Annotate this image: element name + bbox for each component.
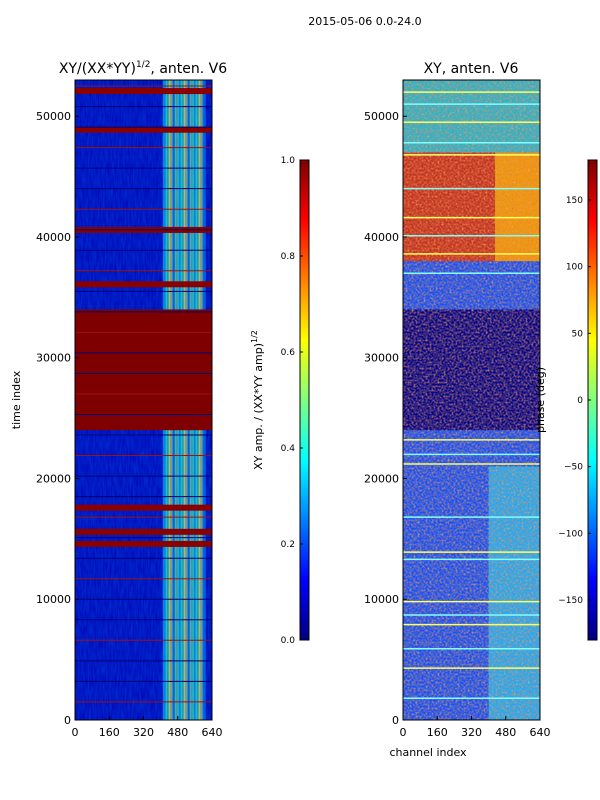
amplitude-colorbar: 0.0 0.2 0.4 0.6 0.8 1.0 XY amp. / (XX*YY amp)…: [250, 156, 310, 646]
phase-ytick-label: 10000: [364, 593, 399, 606]
phase-heatmap: [402, 79, 541, 721]
amplitude-colorbar-label-prefix: XY amp. / (XX*YY amp): [252, 343, 265, 470]
phase-colorbar-tick-label: 150: [566, 196, 583, 206]
phase-xlabel: channel index: [389, 746, 467, 759]
phase-xtick-label: 320: [461, 726, 482, 739]
amplitude-x-axis: 0 160 320 480 640: [72, 716, 223, 739]
amplitude-heatmap: [74, 79, 213, 721]
amplitude-colorbar-tick-label: 0.0: [281, 636, 296, 646]
phase-colorbar-tick-label: −100: [558, 529, 583, 539]
amplitude-xtick-label: 640: [202, 726, 223, 739]
amplitude-xtick-label: 480: [167, 726, 188, 739]
phase-colorbar-tick-label: −50: [564, 463, 583, 473]
amplitude-ytick-label: 10000: [36, 593, 71, 606]
amplitude-saturated-band: [75, 528, 212, 535]
amplitude-saturated-band: [75, 281, 212, 288]
amplitude-ytick-label: 30000: [36, 352, 71, 365]
amplitude-ytick-label: 50000: [36, 110, 71, 123]
phase-noise-texture: [403, 80, 540, 720]
phase-xtick-label: 640: [530, 726, 551, 739]
phase-time-lines: [403, 91, 540, 700]
phase-colorbar-tick-label: 50: [572, 329, 584, 339]
amplitude-panel-title: XY/(XX*YY)1/2, anten. V6: [59, 60, 227, 77]
amplitude-colorbar-label: XY amp. / (XX*YY amp)1/2: [250, 330, 265, 470]
phase-ytick-label: 40000: [364, 231, 399, 244]
amplitude-title-suffix: , anten. V6: [150, 61, 227, 77]
phase-colorbar-tick-label: 0: [577, 396, 583, 406]
phase-ytick-label: 50000: [364, 110, 399, 123]
amplitude-colorbar-tick-label: 0.8: [281, 252, 296, 262]
phase-panel: XY, anten. V6 0 160 320 480 640 0 10000 20000 3…: [364, 61, 598, 759]
phase-xtick-label: 160: [427, 726, 448, 739]
amplitude-title-exponent: 1/2: [136, 60, 150, 70]
amplitude-colorbar-tick-label: 0.6: [281, 348, 296, 358]
phase-x-axis: 0 160 320 480 640: [400, 716, 551, 739]
amplitude-saturated-band: [75, 504, 212, 511]
amplitude-ytick-label: 0: [64, 714, 71, 727]
amplitude-colorbar-tick-label: 0.4: [281, 444, 296, 454]
amplitude-saturated-band: [75, 540, 212, 547]
amplitude-xtick-label: 320: [133, 726, 154, 739]
amplitude-colorbar-ticks: 0.0 0.2 0.4 0.6 0.8 1.0: [281, 156, 303, 646]
phase-colorbar-label: phase (deg): [534, 367, 547, 433]
amplitude-ylabel: time index: [10, 370, 23, 429]
amplitude-title-prefix: XY/(XX*YY): [59, 61, 136, 77]
amplitude-xtick-label: 0: [72, 726, 79, 739]
amplitude-saturated-band: [75, 126, 212, 133]
phase-ytick-label: 20000: [364, 472, 399, 485]
amplitude-y-axis: 0 10000 20000 30000 40000 50000: [36, 110, 79, 727]
phase-ytick-label: 0: [392, 714, 399, 727]
phase-y-axis: 0 10000 20000 30000 40000 50000: [364, 110, 407, 727]
phase-xtick-label: 480: [495, 726, 516, 739]
amplitude-saturated-block: [75, 309, 212, 431]
phase-colorbar: −150 −100 −50 0 50 100 150 phase (deg): [534, 159, 598, 641]
phase-colorbar-ticks: −150 −100 −50 0 50 100 150: [558, 196, 591, 606]
amplitude-colorbar-label-exponent: 1/2: [250, 330, 259, 343]
amplitude-ytick-label: 40000: [36, 231, 71, 244]
amplitude-xtick-label: 160: [99, 726, 120, 739]
figure-suptitle: 2015-05-06 0.0-24.0: [308, 15, 421, 28]
phase-colorbar-tick-label: −150: [558, 596, 583, 606]
amplitude-ytick-label: 20000: [36, 472, 71, 485]
phase-ytick-label: 30000: [364, 352, 399, 365]
amplitude-time-bands: [75, 85, 212, 703]
amplitude-saturated-band: [75, 88, 212, 95]
phase-panel-title: XY, anten. V6: [424, 61, 519, 77]
amplitude-colorbar-tick-label: 1.0: [281, 156, 296, 166]
phase-xtick-label: 0: [400, 726, 407, 739]
amplitude-colorbar-tick-label: 0.2: [281, 540, 295, 550]
amplitude-colorbar-gradient: [299, 159, 310, 641]
amplitude-panel: XY/(XX*YY)1/2, anten. V6 0 160 320 480 640 0…: [10, 60, 310, 739]
phase-colorbar-tick-label: 100: [566, 263, 583, 273]
